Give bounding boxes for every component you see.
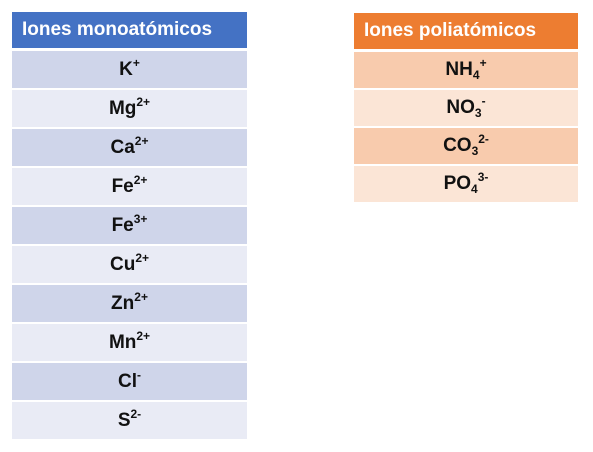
ion-symbol: CO [443, 135, 472, 156]
ion-charge: + [132, 55, 140, 70]
ion-formula: CO32- [354, 127, 578, 166]
ion-charge: 3- [477, 170, 489, 184]
ion-symbol: Cl [118, 370, 137, 392]
ion-formula: NO3- [354, 89, 578, 128]
ion-subscript: 3 [471, 144, 479, 158]
ion-formula: Cl- [12, 362, 247, 402]
ion-charge: - [481, 94, 486, 108]
ion-row: CO32- [354, 127, 578, 166]
ion-symbol: NO [446, 97, 475, 118]
ion-formula: Fe2+ [12, 167, 247, 207]
ion-symbol: K [119, 58, 133, 80]
ion-formula: Fe3+ [12, 206, 247, 246]
ion-row: NH4+ [354, 50, 578, 90]
ion-formula: NH4+ [354, 50, 578, 90]
ion-charge: 2+ [136, 94, 151, 109]
ion-charge: + [479, 56, 487, 70]
monoatomic-header: Iones monoatómicos [12, 12, 247, 51]
ion-formula: K+ [12, 49, 247, 90]
monoatomic-ions-table: Iones monoatómicos K+ Mg2+ Ca2+ Fe2+ Fe3+ Cu2… [12, 12, 247, 441]
ion-charge: 2- [130, 406, 142, 421]
ion-formula: PO43- [354, 165, 578, 204]
ion-charge: 2+ [134, 289, 148, 304]
ion-charge: 3+ [133, 211, 148, 226]
ion-row: Cl- [12, 362, 247, 402]
ion-row: NO3- [354, 89, 578, 128]
ion-symbol: Fe [111, 214, 134, 236]
ion-row: Cu2+ [12, 245, 247, 285]
polyatomic-ions-body: NH4+ NO3- CO32- PO43- [354, 50, 578, 204]
ion-symbol: Ca [110, 136, 135, 158]
ion-row: Ca2+ [12, 128, 247, 168]
ion-row: K+ [12, 49, 247, 90]
ion-symbol: Fe [111, 175, 134, 197]
ion-formula: Ca2+ [12, 128, 247, 168]
ion-row: Fe2+ [12, 167, 247, 207]
ion-symbol: Cu [109, 253, 136, 275]
ion-charge: 2+ [133, 172, 148, 187]
polyatomic-header: Iones poliatómicos [354, 13, 578, 52]
ion-formula: Zn2+ [12, 284, 247, 324]
ion-symbol: PO [443, 173, 472, 194]
ion-symbol: Mn [108, 331, 137, 353]
ion-row: Zn2+ [12, 284, 247, 324]
ion-symbol: Mg [108, 97, 137, 119]
ion-formula: Cu2+ [12, 245, 247, 285]
ion-formula: S2- [12, 401, 247, 441]
table-header-row: Iones monoatómicos [12, 12, 247, 51]
ion-row: Mn2+ [12, 323, 247, 363]
ion-symbol: NH [445, 59, 473, 80]
ion-row: Mg2+ [12, 89, 247, 129]
ion-charge: 2+ [135, 250, 149, 265]
ion-charge: - [137, 367, 141, 382]
monoatomic-ions-body: K+ Mg2+ Ca2+ Fe2+ Fe3+ Cu2+ Zn2+ Mn2+ Cl- S2- [12, 49, 247, 441]
ion-charge: 2+ [136, 328, 151, 343]
ion-subscript: 4 [472, 68, 480, 82]
ion-subscript: 3 [474, 106, 482, 120]
ion-row: Fe3+ [12, 206, 247, 246]
ion-charge: 2- [478, 132, 489, 146]
ion-row: S2- [12, 401, 247, 441]
polyatomic-ions-table: Iones poliatómicos NH4+ NO3- CO32- PO43- [354, 13, 578, 204]
ion-symbol: S [117, 409, 131, 431]
ion-symbol: Zn [111, 292, 135, 314]
table-header-row: Iones poliatómicos [354, 13, 578, 52]
ion-subscript: 4 [471, 182, 478, 196]
ion-formula: Mg2+ [12, 89, 247, 129]
ion-row: PO43- [354, 165, 578, 204]
ion-formula: Mn2+ [12, 323, 247, 363]
ion-charge: 2+ [134, 133, 149, 148]
